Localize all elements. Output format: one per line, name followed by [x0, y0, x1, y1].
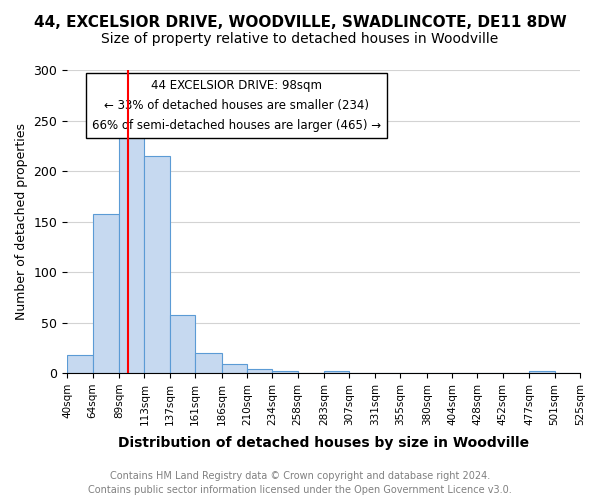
Bar — [247, 369, 272, 373]
Bar — [92, 214, 119, 373]
Text: Size of property relative to detached houses in Woodville: Size of property relative to detached ho… — [101, 32, 499, 46]
Y-axis label: Number of detached properties: Number of detached properties — [15, 123, 28, 320]
Bar — [272, 371, 298, 373]
Text: 44 EXCELSIOR DRIVE: 98sqm
← 33% of detached houses are smaller (234)
66% of semi: 44 EXCELSIOR DRIVE: 98sqm ← 33% of detac… — [92, 79, 381, 132]
Bar — [324, 371, 349, 373]
Bar — [67, 355, 92, 373]
Bar — [195, 353, 221, 373]
Text: 44, EXCELSIOR DRIVE, WOODVILLE, SWADLINCOTE, DE11 8DW: 44, EXCELSIOR DRIVE, WOODVILLE, SWADLINC… — [34, 15, 566, 30]
Bar — [221, 364, 247, 373]
Bar — [170, 316, 195, 373]
Bar — [145, 156, 170, 373]
Text: Contains HM Land Registry data © Crown copyright and database right 2024.
Contai: Contains HM Land Registry data © Crown c… — [88, 471, 512, 495]
X-axis label: Distribution of detached houses by size in Woodville: Distribution of detached houses by size … — [118, 436, 529, 450]
Bar — [119, 136, 145, 373]
Bar — [529, 371, 554, 373]
